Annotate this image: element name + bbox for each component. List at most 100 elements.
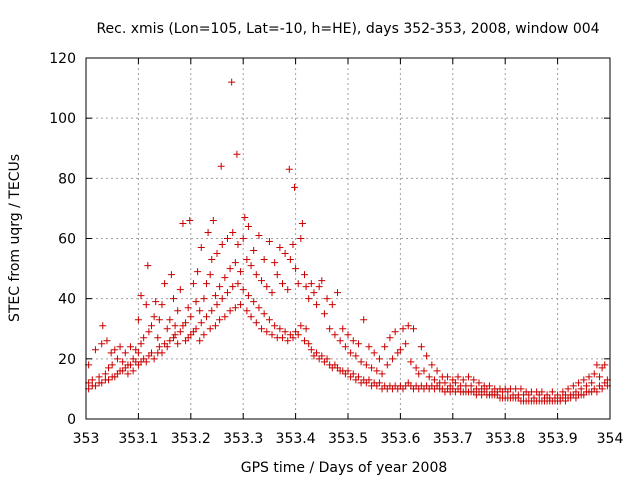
data-point — [569, 382, 577, 390]
data-point — [119, 358, 127, 366]
data-point — [154, 334, 162, 342]
data-point — [281, 250, 289, 258]
data-point — [150, 355, 158, 363]
data-point — [233, 150, 241, 158]
data-point — [108, 361, 116, 369]
data-point — [163, 325, 171, 333]
data-point — [91, 346, 99, 354]
data-point — [103, 337, 111, 345]
data-point — [239, 235, 247, 242]
x-axis-label: GPS time / Days of year 2008 — [241, 460, 448, 476]
data-point — [189, 280, 197, 288]
data-point — [174, 307, 182, 315]
x-tick-label: 353.6 — [380, 431, 420, 447]
data-point — [194, 268, 202, 276]
data-point — [370, 349, 378, 357]
data-point — [307, 346, 315, 354]
data-point — [417, 343, 425, 351]
data-point — [121, 349, 129, 357]
data-point — [326, 325, 334, 333]
data-point — [127, 343, 135, 351]
y-tick-labels: 0 20 40 60 80 100 120 — [49, 51, 76, 428]
data-point — [344, 331, 352, 339]
data-point — [386, 334, 394, 342]
data-point — [328, 301, 336, 309]
data-point — [170, 334, 178, 342]
data-point — [144, 262, 152, 270]
data-point — [176, 328, 184, 336]
data-point — [216, 283, 224, 291]
data-point — [323, 295, 331, 303]
data-point — [234, 241, 242, 249]
data-point — [279, 280, 286, 288]
data-point — [192, 325, 200, 333]
data-point — [228, 78, 236, 86]
data-point — [231, 304, 239, 312]
data-point — [88, 376, 96, 384]
data-point — [273, 271, 281, 279]
data-point — [196, 307, 204, 315]
y-tick-label: 40 — [58, 292, 76, 308]
data-point — [221, 274, 229, 282]
data-point — [263, 328, 271, 336]
data-point — [243, 307, 251, 315]
data-point — [313, 349, 321, 357]
data-point — [339, 325, 347, 333]
x-tick-labels: 353 353.1 353.2 353.3 353.4 353.5 353.6 353.7 35… — [73, 431, 624, 447]
x-tick-label: 354 — [597, 431, 624, 447]
data-point — [575, 379, 583, 387]
data-point — [318, 352, 326, 360]
data-point — [231, 259, 239, 267]
data-point — [265, 316, 273, 324]
data-point — [263, 283, 271, 291]
data-point — [209, 216, 217, 224]
data-point — [334, 289, 342, 297]
data-point — [430, 376, 438, 384]
data-point — [588, 379, 596, 387]
data-point — [475, 379, 483, 387]
data-point — [101, 370, 109, 378]
data-point — [223, 289, 231, 297]
data-point — [598, 385, 606, 393]
data-point — [580, 376, 588, 384]
data-point — [260, 256, 268, 264]
data-point — [310, 289, 318, 297]
data-point — [244, 292, 252, 300]
data-point — [344, 367, 352, 375]
data-point — [341, 343, 349, 351]
data-point — [601, 361, 609, 369]
data-point — [360, 316, 368, 324]
data-point — [137, 340, 145, 348]
data-point — [252, 271, 260, 279]
data-point — [239, 286, 247, 294]
data-point — [137, 292, 145, 300]
data-point — [284, 286, 292, 294]
data-point — [420, 367, 428, 375]
data-point — [184, 304, 192, 312]
data-point — [383, 361, 391, 369]
data-point — [197, 244, 205, 252]
data-point — [170, 295, 178, 303]
data-point — [318, 277, 326, 285]
data-point — [276, 244, 284, 252]
data-point — [517, 385, 525, 393]
data-point — [229, 228, 237, 236]
data-point — [174, 340, 182, 348]
data-point — [148, 322, 155, 330]
data-point — [203, 280, 211, 288]
data-point — [289, 241, 297, 249]
data-point — [284, 337, 292, 345]
data-point — [373, 367, 381, 375]
data-point — [166, 316, 174, 324]
data-point — [250, 298, 258, 306]
data-point — [365, 376, 373, 384]
data-point — [412, 364, 420, 372]
data-point — [252, 319, 260, 327]
data-point — [260, 310, 268, 318]
data-point — [221, 313, 229, 321]
data-point — [281, 328, 289, 336]
data-point — [425, 373, 433, 381]
data-point — [98, 340, 106, 348]
data-point — [179, 219, 187, 227]
